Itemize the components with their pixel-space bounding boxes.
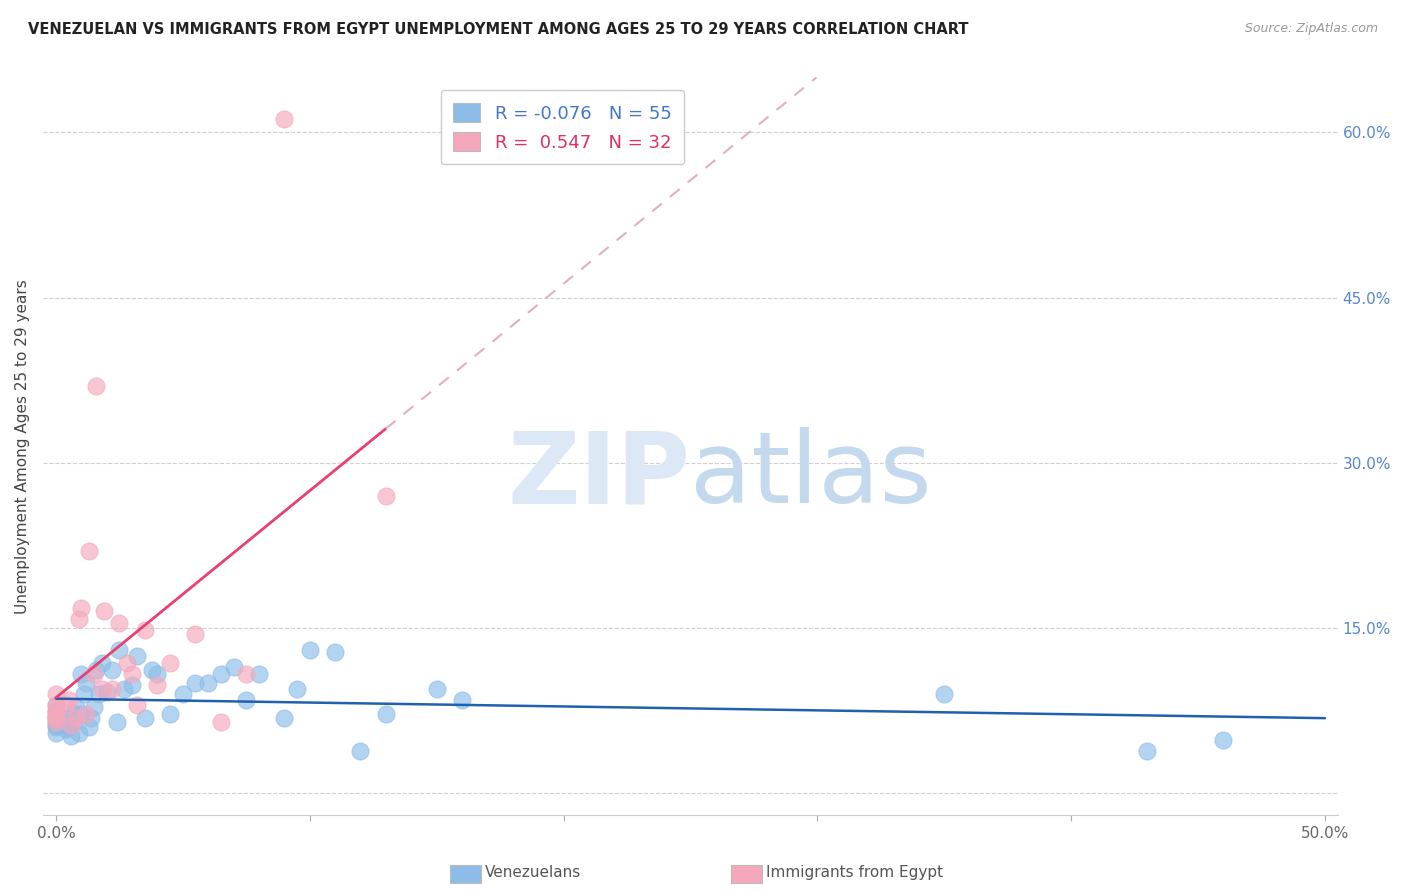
Point <box>45 687 67 701</box>
Point <box>90 681 112 696</box>
Point <box>70 601 93 615</box>
Point <box>45 711 67 725</box>
Point <box>134 711 156 725</box>
Point <box>127 698 149 712</box>
Point <box>209 714 232 729</box>
Point <box>108 615 131 630</box>
Point <box>100 681 122 696</box>
Point <box>77 544 100 558</box>
Point <box>349 744 371 758</box>
Point <box>45 718 67 732</box>
Point <box>45 714 67 729</box>
Point <box>65 711 87 725</box>
Point <box>184 626 207 640</box>
Point <box>121 667 143 681</box>
Point <box>58 720 80 734</box>
Point <box>83 667 105 681</box>
Point <box>273 112 295 127</box>
Point <box>222 659 245 673</box>
Point <box>67 725 90 739</box>
Point <box>45 714 67 729</box>
Point <box>87 687 110 701</box>
Point <box>45 720 67 734</box>
Point <box>96 685 118 699</box>
Point <box>93 605 115 619</box>
Point <box>80 711 103 725</box>
Point <box>45 709 67 723</box>
Point <box>159 657 181 671</box>
Point <box>55 723 77 737</box>
Point <box>45 725 67 739</box>
Point <box>62 706 84 721</box>
Text: atlas: atlas <box>690 427 932 524</box>
Point <box>146 678 169 692</box>
Point <box>67 612 90 626</box>
Point <box>45 711 67 725</box>
Point <box>235 667 257 681</box>
Text: ZIP: ZIP <box>508 427 690 524</box>
Point <box>197 676 219 690</box>
Point <box>159 706 181 721</box>
Point <box>451 692 474 706</box>
Point <box>146 667 169 681</box>
Point <box>45 709 67 723</box>
Point <box>112 681 135 696</box>
Point <box>285 681 308 696</box>
Point <box>115 657 138 671</box>
Point <box>134 624 156 638</box>
Point <box>55 698 77 712</box>
Point <box>209 667 232 681</box>
Point <box>934 687 956 701</box>
Point <box>100 663 122 677</box>
Point <box>86 378 108 392</box>
Text: Venezuelans: Venezuelans <box>485 865 581 880</box>
Point <box>45 704 67 718</box>
Point <box>121 678 143 692</box>
Point <box>58 692 80 706</box>
Point <box>70 667 93 681</box>
Point <box>273 711 295 725</box>
Point <box>75 676 97 690</box>
Point <box>184 676 207 690</box>
Point <box>426 681 449 696</box>
Point <box>45 698 67 712</box>
Point <box>75 706 97 721</box>
Text: VENEZUELAN VS IMMIGRANTS FROM EGYPT UNEMPLOYMENT AMONG AGES 25 TO 29 YEARS CORRE: VENEZUELAN VS IMMIGRANTS FROM EGYPT UNEM… <box>28 22 969 37</box>
Point <box>1212 733 1234 747</box>
Legend: R = -0.076   N = 55, R =  0.547   N = 32: R = -0.076 N = 55, R = 0.547 N = 32 <box>440 90 685 164</box>
Point <box>127 648 149 663</box>
Point <box>45 704 67 718</box>
Point <box>45 698 67 712</box>
Point <box>298 643 321 657</box>
Point <box>77 720 100 734</box>
Point <box>141 663 163 677</box>
Point <box>55 711 77 725</box>
Point <box>86 663 108 677</box>
Point <box>60 718 83 732</box>
Text: Source: ZipAtlas.com: Source: ZipAtlas.com <box>1244 22 1378 36</box>
Text: Immigrants from Egypt: Immigrants from Egypt <box>766 865 943 880</box>
Y-axis label: Unemployment Among Ages 25 to 29 years: Unemployment Among Ages 25 to 29 years <box>15 279 30 614</box>
Point <box>90 657 112 671</box>
Point <box>70 706 93 721</box>
Point <box>62 714 84 729</box>
Point <box>172 687 194 701</box>
Point <box>65 700 87 714</box>
Point <box>247 667 270 681</box>
Point <box>105 714 128 729</box>
Point <box>374 489 396 503</box>
Point <box>45 706 67 721</box>
Point <box>73 687 96 701</box>
Point <box>60 729 83 743</box>
Point <box>108 643 131 657</box>
Point <box>83 700 105 714</box>
Point <box>323 645 346 659</box>
Point <box>235 692 257 706</box>
Point <box>1136 744 1159 758</box>
Point <box>374 706 396 721</box>
